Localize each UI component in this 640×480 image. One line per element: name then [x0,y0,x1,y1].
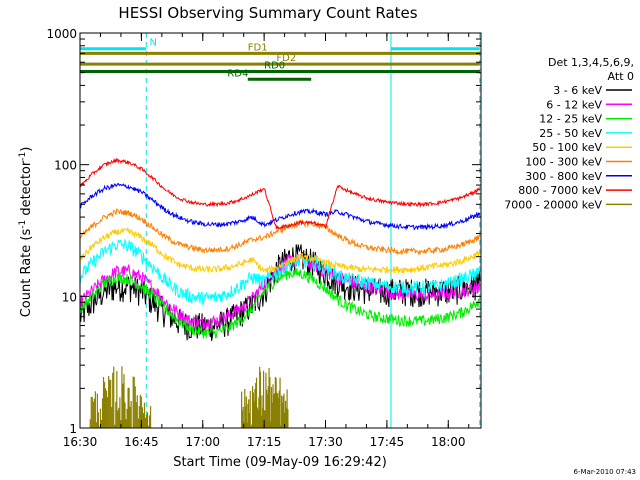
x-tick-label: 16:45 [124,435,159,449]
legend-entry-label: 25 - 50 keV [539,127,602,140]
legend-entry-label: 6 - 12 keV [546,98,602,111]
legend-entry-label: 12 - 25 keV [539,113,602,126]
y-axis-label-suffix: ) [19,147,34,152]
x-tick-label: 16:30 [63,435,98,449]
series-lines [80,157,481,341]
legend-header-line-2: Att 0 [608,70,634,83]
series-line [80,157,481,230]
y-tick-label: 1000 [46,27,77,41]
x-tick-label: 17:30 [308,435,343,449]
flag-bar-label: RD0 [264,61,285,72]
series-line [80,268,481,339]
attenuator-steps [89,366,289,428]
x-axis-label: Start Time (09-May-09 16:29:42) [173,455,387,470]
x-axis: 16:30 16:45 17:00 17:15 17:30 17:45 18:00 [63,33,470,449]
y-tick-label: 1 [69,422,77,436]
series-line [80,238,481,306]
x-tick-label: 17:15 [247,435,282,449]
flag-bar-label: FD2 [276,53,296,64]
series-line [80,226,481,274]
y-axis: 1 10 100 1000 [46,27,481,436]
series-line [80,253,481,331]
x-tick-label: 17:00 [185,435,220,449]
legend-entry-label: 50 - 100 keV [532,141,602,154]
legend-entry-label: 3 - 6 keV [553,84,602,97]
night-interval-markers [145,33,481,428]
plot-frame [79,32,482,429]
y-axis-label-mid: detector [19,160,34,220]
date-stamp: 6-Mar-2010 07:43 [574,468,636,476]
chart-title: HESSI Observing Summary Count Rates [118,4,417,22]
y-axis-label-prefix: Count Rate (s [19,229,34,318]
legend-entry-label: 300 - 800 keV [525,170,602,183]
flag-bar-label: FD1 [248,42,268,53]
y-tick-label: 100 [54,159,77,173]
series-line [80,208,481,256]
series-line [80,182,481,231]
flag-bar-label: N [150,38,157,49]
y-axis-label-exp-1: -1 [18,220,28,229]
y-axis-label: Count Rate (s-1 detector-1) [18,147,34,318]
x-tick-label: 18:00 [431,435,466,449]
legend-header-line-1: Det 1,3,4,5,6,9, [548,56,634,69]
y-tick-label: 10 [62,290,77,304]
legend-entry-label: 800 - 7000 keV [518,184,602,197]
legend-entry-label: 100 - 300 keV [525,156,602,169]
flag-bar-label: RD4 [227,68,248,79]
x-tick-label: 17:45 [370,435,405,449]
y-axis-label-exp-2: -1 [18,152,28,161]
legend-entry-label: 7000 - 20000 keV [504,198,602,211]
